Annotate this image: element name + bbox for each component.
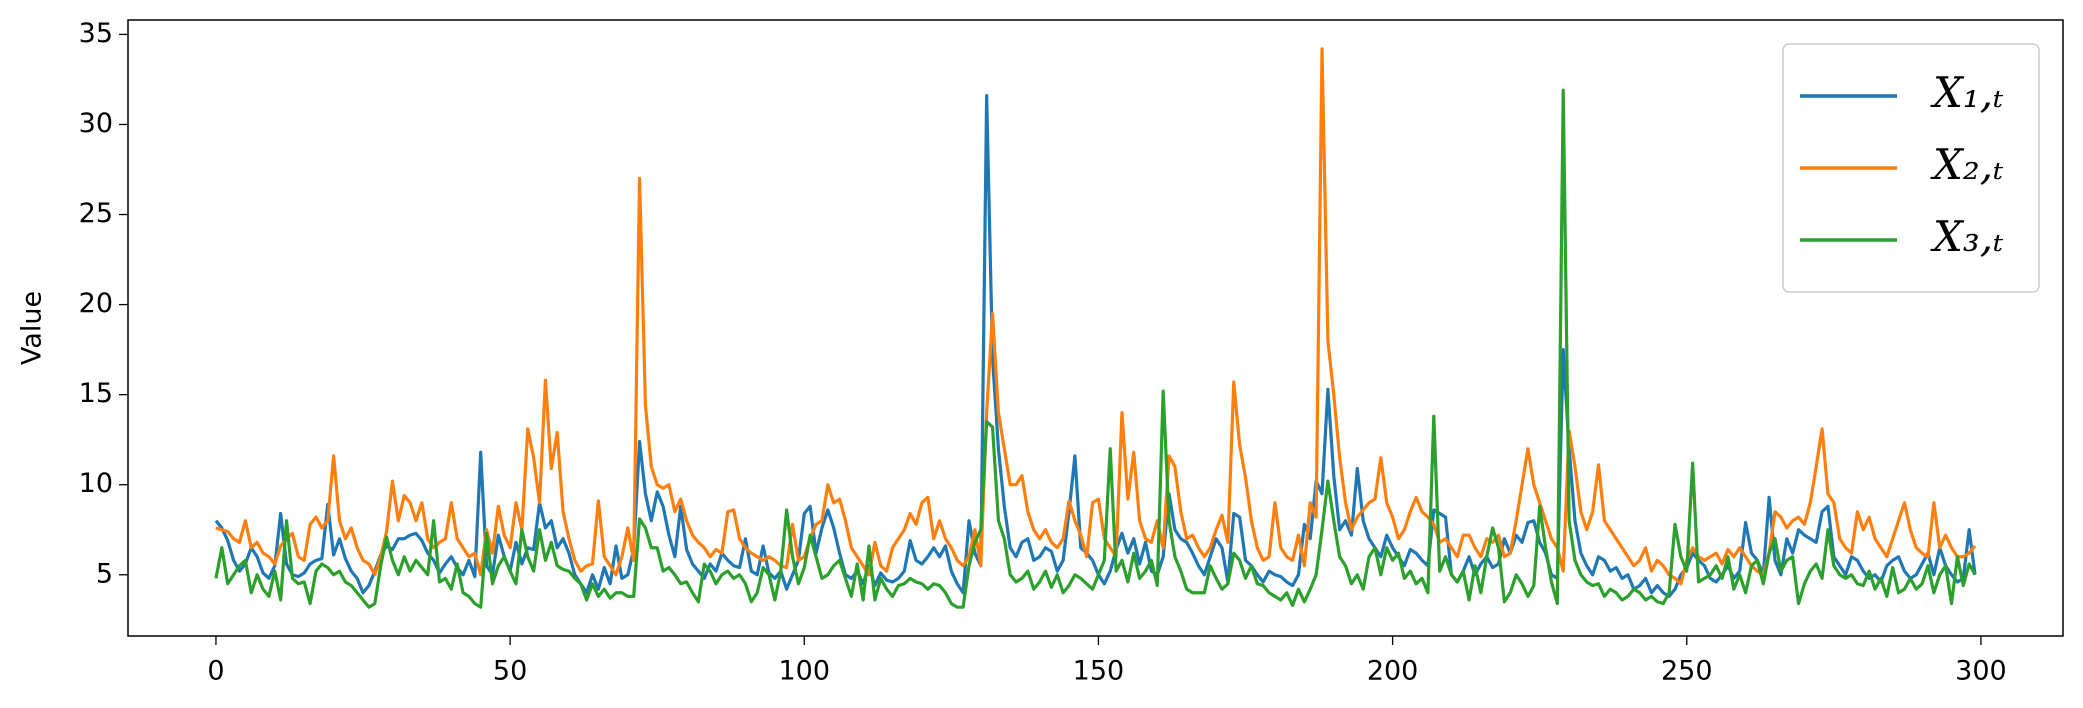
x-tick-label: 200 [1367,656,1419,687]
plot-frame [127,19,2064,637]
y-tick-label: 10 [79,468,113,499]
legend-label: X₂,ₜ [1930,140,2003,189]
x-tick-label: 150 [1073,656,1125,687]
x-tick-label: 100 [779,656,831,687]
legend-box [1782,43,2040,293]
y-tick-label: 30 [79,108,113,139]
y-tick-label: 5 [96,558,113,589]
legend-label: X₃,ₜ [1930,212,2003,261]
x-tick-label: 50 [493,656,527,687]
y-axis-label: Value [17,291,48,365]
y-tick-label: 20 [79,288,113,319]
y-tick-label: 25 [79,198,113,229]
y-tick-label: 15 [79,378,113,409]
legend: X₁,ₜ X₂,ₜ X₃,ₜ [1782,43,2040,293]
x-tick-label: 300 [1955,656,2007,687]
series-line [215,47,1977,586]
x-tick-label: 0 [207,656,224,687]
y-tick-label: 35 [79,18,113,49]
x-tick-label: 250 [1661,656,1713,687]
series-line [214,94,1977,598]
series-line [214,88,1977,609]
legend-label: X₁,ₜ [1930,68,2003,117]
